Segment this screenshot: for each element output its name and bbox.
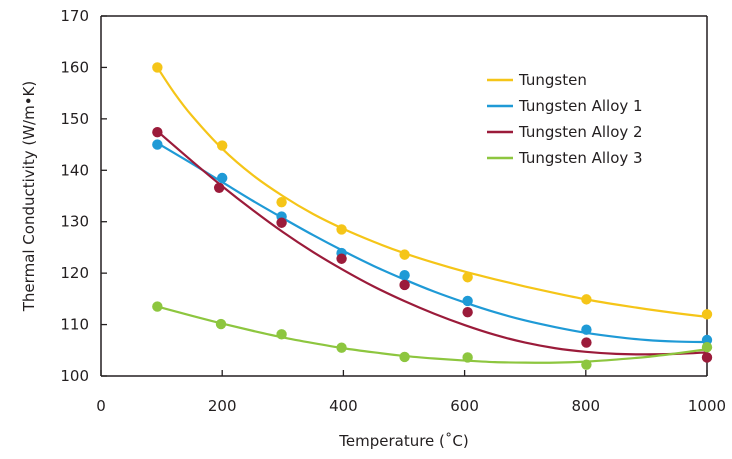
series-line bbox=[157, 305, 708, 364]
data-point bbox=[276, 196, 287, 208]
data-point bbox=[581, 324, 592, 335]
data-point bbox=[399, 249, 410, 260]
x-tick-label: 1000 bbox=[688, 397, 726, 415]
data-point bbox=[276, 217, 287, 228]
data-point bbox=[701, 309, 713, 320]
y-tick-label: 100 bbox=[60, 367, 89, 385]
series-0 bbox=[152, 62, 713, 320]
data-point bbox=[336, 224, 347, 235]
data-point bbox=[215, 318, 227, 330]
data-point bbox=[701, 352, 713, 363]
x-axis-ticks: 0 200 400 600 800 1000 bbox=[96, 370, 726, 415]
data-point bbox=[701, 334, 713, 346]
data-point bbox=[336, 342, 347, 353]
data-point bbox=[152, 301, 163, 312]
legend-item: Tungsten Alloy 3 bbox=[487, 149, 643, 167]
legend-label: Tungsten Alloy 3 bbox=[518, 149, 643, 167]
data-point bbox=[399, 270, 410, 281]
y-axis-ticks: 100 110 120 130 140 150 160 170 bbox=[60, 7, 107, 385]
y-tick-label: 170 bbox=[60, 7, 89, 25]
data-point bbox=[152, 139, 163, 150]
x-tick-label: 800 bbox=[571, 397, 600, 415]
data-point bbox=[701, 342, 713, 353]
series-line bbox=[156, 142, 708, 344]
legend-item: Tungsten Alloy 2 bbox=[487, 123, 643, 141]
y-tick-label: 120 bbox=[60, 264, 89, 282]
data-point bbox=[581, 359, 592, 370]
legend-label: Tungsten Alloy 2 bbox=[518, 123, 643, 141]
y-tick-label: 150 bbox=[60, 110, 89, 128]
y-axis-title: Thermal Conductivity (W/m•K) bbox=[20, 81, 38, 312]
y-tick-label: 160 bbox=[60, 58, 89, 76]
series-3 bbox=[152, 301, 713, 370]
data-point bbox=[462, 295, 473, 307]
data-point bbox=[581, 337, 592, 348]
data-point bbox=[399, 279, 410, 291]
series-line bbox=[156, 66, 708, 318]
series-layer bbox=[152, 62, 713, 370]
x-tick-label: 600 bbox=[450, 397, 479, 415]
legend-item: Tungsten Alloy 1 bbox=[487, 97, 643, 115]
y-tick-label: 110 bbox=[60, 316, 89, 334]
x-tick-label: 200 bbox=[208, 397, 237, 415]
legend: Tungsten Tungsten Alloy 1 Tungsten Alloy 2… bbox=[487, 71, 643, 167]
data-point bbox=[213, 182, 225, 193]
series-line bbox=[156, 130, 708, 356]
data-point bbox=[217, 172, 228, 184]
y-tick-label: 130 bbox=[60, 213, 89, 231]
series-1 bbox=[152, 139, 713, 346]
y-tick-label: 140 bbox=[60, 161, 89, 179]
data-point bbox=[399, 351, 410, 363]
data-point bbox=[152, 127, 163, 138]
data-point bbox=[336, 253, 347, 264]
plot-area: 0 200 400 600 800 1000 1001101201301401501601… bbox=[60, 7, 726, 415]
data-point bbox=[276, 329, 287, 340]
data-point bbox=[462, 307, 473, 318]
legend-item: Tungsten bbox=[487, 71, 587, 89]
x-tick-label: 400 bbox=[329, 397, 358, 415]
legend-label: Tungsten Alloy 1 bbox=[518, 97, 643, 115]
legend-label: Tungsten bbox=[518, 71, 587, 89]
data-point bbox=[462, 272, 473, 283]
data-point bbox=[581, 294, 592, 305]
data-point bbox=[217, 140, 228, 151]
series-2 bbox=[152, 127, 713, 363]
data-point bbox=[152, 62, 163, 73]
data-point bbox=[462, 352, 473, 363]
x-axis-title: Temperature (˚C) bbox=[338, 432, 468, 450]
x-tick-label: 0 bbox=[96, 397, 106, 415]
